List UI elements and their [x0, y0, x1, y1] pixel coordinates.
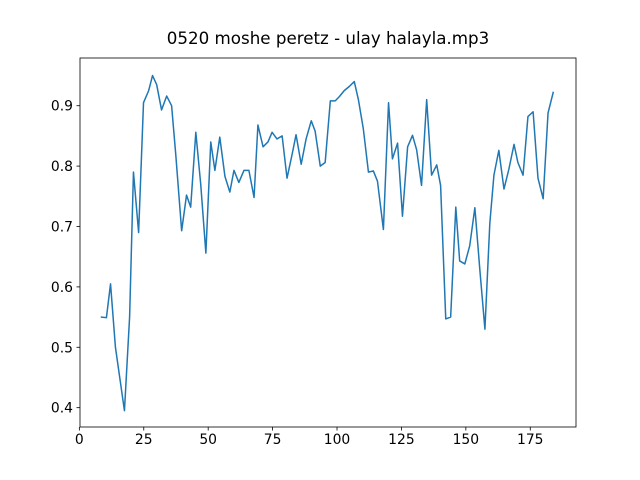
chart-title: 0520 moshe peretz - ulay halayla.mp3	[167, 28, 489, 48]
x-tick-label: 150	[453, 432, 480, 448]
data-line	[100, 74, 555, 412]
y-tick-label: 0.7	[51, 219, 73, 235]
x-tick-label: 175	[517, 432, 544, 448]
x-tick-label: 100	[324, 432, 351, 448]
x-tick-label: 125	[388, 432, 415, 448]
x-tick-label: 75	[264, 432, 282, 448]
y-tick-label: 0.4	[51, 401, 73, 417]
y-tick-label: 0.5	[51, 340, 73, 356]
x-tick-label: 25	[135, 432, 153, 448]
y-tick-label: 0.6	[51, 280, 73, 296]
y-tick-label: 0.8	[51, 159, 73, 175]
x-tick-label: 0	[75, 432, 84, 448]
y-tick-label: 0.9	[51, 99, 73, 115]
x-tick-label: 50	[199, 432, 217, 448]
axes-frame	[79, 57, 577, 428]
